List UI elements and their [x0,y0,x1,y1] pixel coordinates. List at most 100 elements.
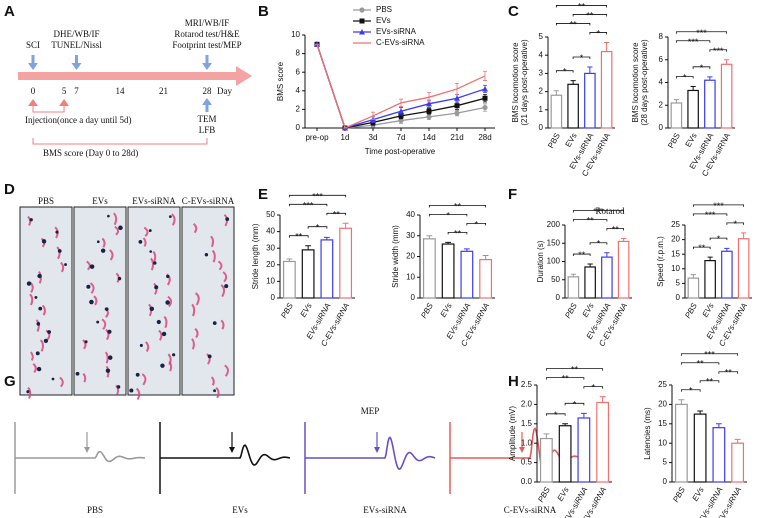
paw-print [30,351,34,361]
y-tick-label: 5 [539,32,544,41]
paw-print [143,226,149,237]
paw-dot [26,281,32,286]
event-text: Rotarod test/H&E [174,29,240,39]
significance-bracket [675,76,694,79]
significance-label: ** [454,201,462,211]
error-bar [678,399,685,405]
paw-print [210,235,215,248]
bms-range [32,138,208,145]
y-tick-label: 6 [296,67,301,76]
x-tick-label: pre-op [305,133,329,142]
y-tick-label: 10 [658,438,667,447]
panel-letter: F [508,186,517,203]
paw-print [32,363,37,373]
paw-dot [166,274,170,279]
significance-bracket [726,222,745,225]
paw-print [104,351,109,364]
error-bar [427,92,431,103]
significance-bracket [555,23,591,26]
significance-label: * [474,219,478,229]
significance-bracket [675,31,728,34]
y-tick-label: 0 [539,123,544,132]
y-tick-label: 4 [296,86,301,95]
bar [596,401,610,483]
mep-label: EVs [232,505,248,515]
error-bar [697,410,704,415]
significance-label: ** [571,365,579,375]
y-tick-label: 8 [296,49,301,58]
event-text: SCI [26,40,40,50]
error-bar [463,248,470,252]
panel-letter: A [4,3,15,20]
significance-label: *** [704,350,715,360]
paw-dot [172,353,176,357]
error-bar [690,274,696,279]
significance-label: ** [295,232,303,242]
bms-label: BMS score (Day 0 to 28d) [43,148,138,158]
paw-dot [154,285,159,290]
y-tick-label: 4 [539,50,544,59]
bar [479,259,493,299]
significance-bracket [699,380,720,383]
significance-label: * [591,383,595,393]
significance-bracket [288,203,328,207]
significance-label: ** [454,228,462,238]
paw-dot [105,368,111,373]
legend-label: EVs [376,16,391,25]
y-axis-label: Stride length (mm) [251,223,260,289]
error-bar [587,66,593,74]
marker [482,104,488,111]
paw-print [135,387,141,401]
footprint-label: C-EVs-siRNA [182,196,235,206]
paw-dot [38,306,43,311]
significance-bracket [718,371,739,374]
y-tick-label: 200 [547,220,561,229]
paw-dot [89,264,95,269]
paw-dot [57,249,62,253]
event-text: TEM [198,114,217,124]
significance-label: * [683,72,687,82]
significance-label: * [316,223,320,233]
x-tick-label: EVs [684,132,699,149]
significance-label: * [733,219,737,229]
paw-dot [96,240,100,244]
paw-print [114,225,120,236]
significance-label: * [700,63,704,73]
significance-bracket [709,49,728,52]
y-tick-label: 4 [659,78,664,87]
y-tick-label: 30 [266,243,275,252]
paw-dot [26,390,30,394]
significance-bracket [564,402,585,406]
paw-dot [89,299,94,305]
paw-print [217,260,223,271]
panel-letter: C [508,3,519,20]
paw-print [215,387,220,399]
significance-bracket [288,235,309,238]
bar [731,442,745,483]
paw-dot [29,218,33,222]
error-bar [562,423,569,426]
event-arrow-head [202,63,212,70]
bar [584,72,596,129]
error-bar [445,241,452,245]
footprint-image [127,206,181,396]
mep-label: EVs-siRNA [363,505,407,515]
footprint-label: EVs [92,196,108,206]
paw-print [211,249,216,263]
marker [426,114,432,120]
y-tick-label: 40 [266,227,275,236]
bar [339,227,353,299]
day-axis-label: Day [217,86,232,96]
event-text: Footprint test/MEP [172,40,241,50]
y-axis-label: Amplitude (mV) [508,406,517,461]
paw-print [163,315,168,329]
bar [567,276,580,299]
x-tick-label: EVs [299,302,314,319]
paw-dot [75,371,80,376]
y-tick-label: 40 [406,210,415,219]
marker [426,108,432,114]
y-tick-label: 0.0 [521,477,533,486]
paw-print [152,250,157,262]
bar [687,277,700,299]
significance-bracket [307,226,328,229]
